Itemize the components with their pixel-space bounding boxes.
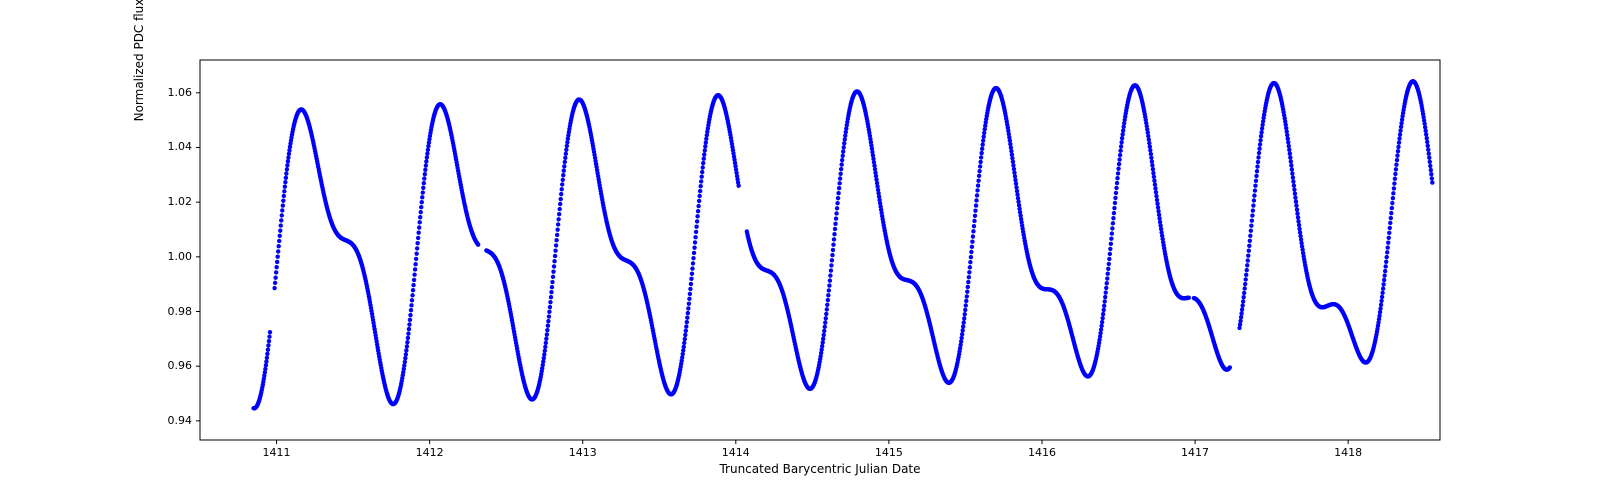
y-axis-label: Normalized PDC flux (132, 0, 146, 250)
y-tick-label: 0.94 (168, 414, 193, 427)
y-tick-label: 1.04 (168, 140, 193, 153)
light-curve-figure: Truncated Barycentric Julian Date Normal… (0, 0, 1600, 500)
x-tick-label: 1418 (1328, 446, 1368, 459)
y-tick-label: 1.00 (168, 250, 193, 263)
y-tick-label: 1.02 (168, 195, 193, 208)
x-tick-label: 1412 (410, 446, 450, 459)
chart-svg (0, 0, 1600, 500)
y-tick-label: 0.98 (168, 305, 193, 318)
x-tick-label: 1416 (1022, 446, 1062, 459)
x-tick-label: 1413 (563, 446, 603, 459)
flux-series (251, 79, 1434, 410)
x-tick-label: 1417 (1175, 446, 1215, 459)
y-tick-label: 0.96 (168, 359, 193, 372)
x-tick-label: 1411 (257, 446, 297, 459)
x-tick-label: 1414 (716, 446, 756, 459)
x-tick-label: 1415 (869, 446, 909, 459)
y-tick-label: 1.06 (168, 86, 193, 99)
x-axis-label: Truncated Barycentric Julian Date (200, 462, 1440, 476)
